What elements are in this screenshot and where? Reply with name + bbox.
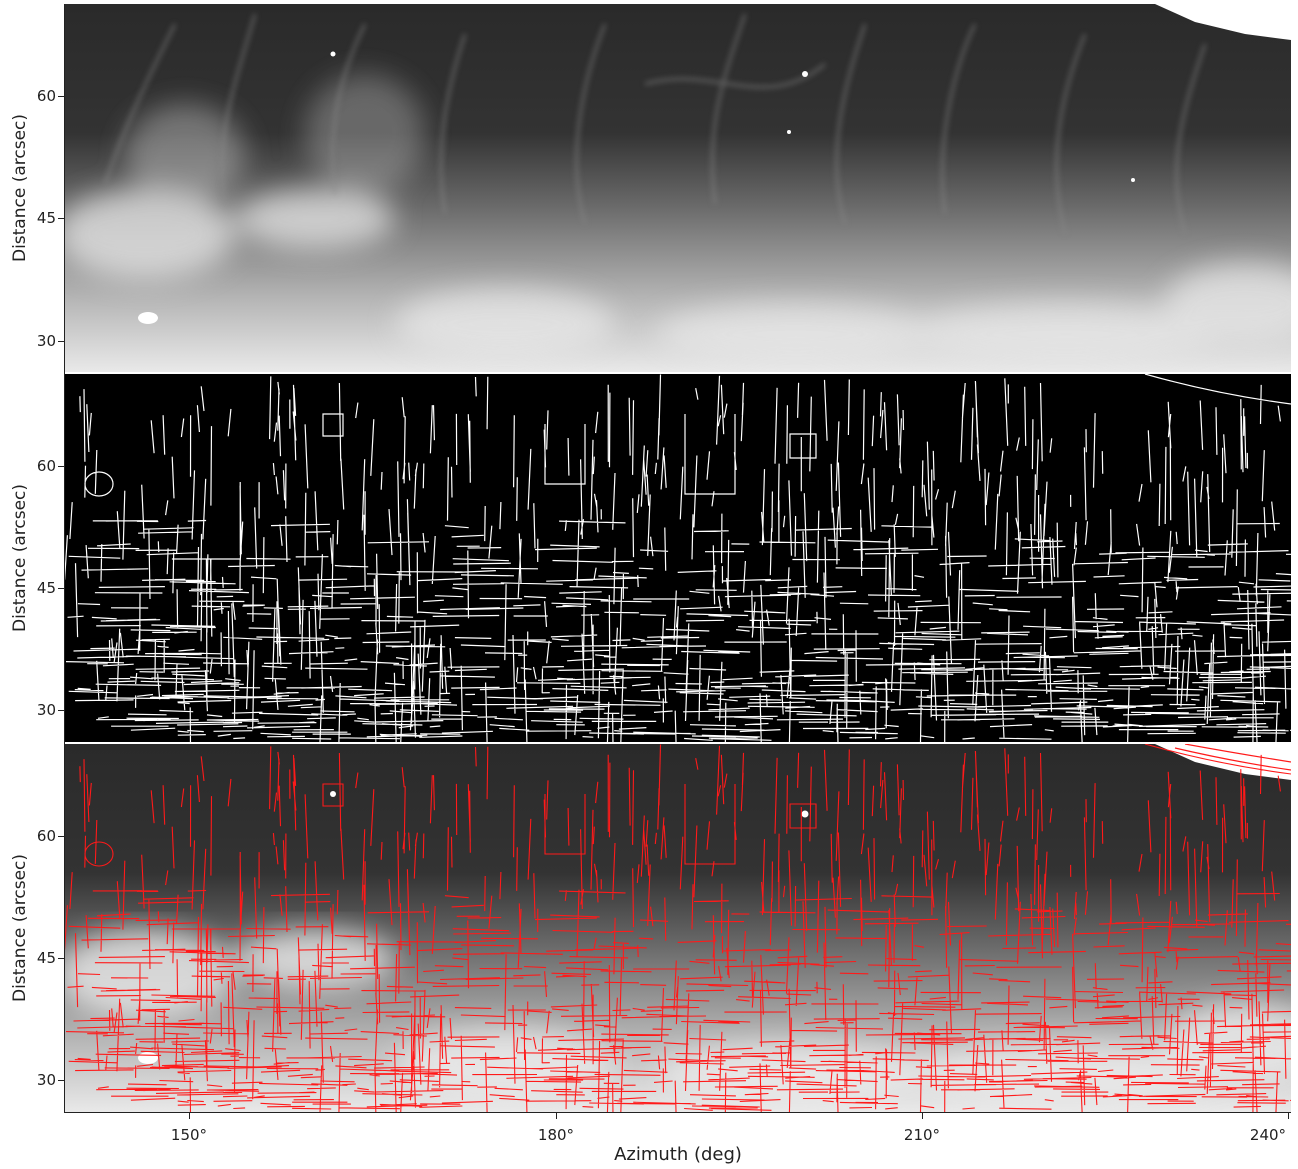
ytick-label: 45 (36, 949, 56, 967)
ytick-mark (58, 218, 65, 219)
ytick-mark (58, 836, 65, 837)
edge-map-panel (65, 374, 1291, 742)
xtick-mark (189, 1113, 190, 1119)
intensity-image-panel (65, 4, 1291, 372)
ytick-mark (58, 710, 65, 711)
xtick-label: 180° (537, 1126, 575, 1144)
ytick-mark (58, 96, 65, 97)
ytick-label: 30 (36, 332, 56, 350)
ytick-label: 30 (36, 701, 56, 719)
x-axis-label: Azimuth (deg) (614, 1144, 742, 1165)
xtick-label: 210° (903, 1126, 941, 1144)
xtick-label: 240° (1249, 1126, 1287, 1144)
edge-contours (65, 374, 1291, 742)
ytick-label: 30 (36, 1071, 56, 1089)
y-axis-line (64, 4, 65, 1112)
edge-contours (65, 744, 1291, 1112)
ytick-mark (58, 466, 65, 467)
x-axis-line (64, 1112, 1291, 1113)
ytick-mark (58, 588, 65, 589)
intensity-image (65, 4, 1291, 372)
ytick-mark (58, 1080, 65, 1081)
ytick-mark (58, 958, 65, 959)
ytick-label: 45 (36, 209, 56, 227)
edge-map (65, 374, 1291, 742)
xtick-mark (1288, 1113, 1289, 1119)
ytick-label: 60 (36, 827, 56, 845)
xtick-mark (556, 1113, 557, 1119)
xtick-label: 150° (170, 1126, 208, 1144)
ytick-label: 60 (36, 457, 56, 475)
edge-overlay-panel (65, 744, 1291, 1112)
edge-overlay-image (65, 744, 1291, 1112)
ytick-label: 45 (36, 579, 56, 597)
ytick-label: 60 (36, 87, 56, 105)
ytick-mark (58, 341, 65, 342)
xtick-mark (922, 1113, 923, 1119)
